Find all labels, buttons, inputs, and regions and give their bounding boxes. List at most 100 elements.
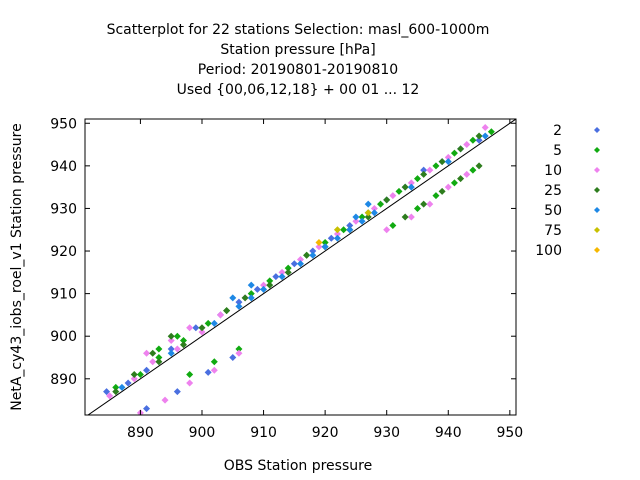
data-point-10-4	[198, 328, 206, 336]
chart-title: Scatterplot for 22 stations Selection: m…	[107, 22, 490, 98]
data-point-10-23	[210, 366, 218, 374]
data-point-75-0	[333, 226, 341, 234]
data-point-75-1	[364, 209, 372, 217]
data-point-5-14	[395, 187, 403, 195]
data-point-50-18	[247, 281, 255, 289]
data-point-5-19	[487, 128, 495, 136]
data-point-2-8	[272, 273, 280, 281]
data-point-10-22	[186, 379, 194, 387]
x-axis-label: OBS Station pressure	[224, 458, 372, 474]
data-point-50-9	[321, 243, 329, 251]
data-point-2-20	[143, 405, 151, 413]
data-point-10-17	[444, 153, 452, 161]
data-point-5-12	[358, 213, 366, 221]
data-point-10-19	[481, 124, 489, 132]
x-tick-label-0: 890	[127, 425, 154, 441]
data-point-25-23	[475, 162, 483, 170]
y-tick-label-2: 910	[50, 287, 77, 303]
data-point-5-26	[210, 358, 218, 366]
data-point-25-15	[420, 170, 428, 178]
data-point-10-2	[149, 358, 157, 366]
legend-marker-50	[594, 207, 600, 213]
legend-marker-25	[594, 187, 600, 193]
data-point-25-6	[241, 294, 249, 302]
plot-frame	[84, 118, 517, 416]
legend-marker-5	[594, 147, 600, 153]
data-point-5-13	[377, 200, 385, 208]
title-line-2: Station pressure [hPa]	[220, 42, 375, 58]
data-point-25-20	[420, 200, 428, 208]
data-point-2-19	[475, 136, 483, 144]
data-point-25-16	[438, 158, 446, 166]
data-point-2-10	[309, 247, 317, 255]
data-point-25-7	[266, 281, 274, 289]
legend-label-25: 25	[544, 183, 562, 199]
data-point-10-30	[143, 349, 151, 357]
data-point-25-9	[303, 251, 311, 259]
data-point-10-13	[370, 204, 378, 212]
y-tick-label-3: 920	[50, 244, 77, 260]
data-point-2-0	[103, 388, 111, 396]
data-point-50-4	[247, 294, 255, 302]
data-point-5-11	[340, 226, 348, 234]
legend-marker-75	[594, 227, 600, 233]
data-point-2-6	[235, 298, 243, 306]
data-point-25-17	[457, 145, 465, 153]
data-point-5-20	[389, 221, 397, 229]
x-tick-label-2: 910	[250, 425, 277, 441]
data-point-10-24	[235, 349, 243, 357]
data-point-25-18	[475, 132, 483, 140]
data-point-50-13	[370, 209, 378, 217]
data-point-50-20	[364, 200, 372, 208]
data-point-25-14	[401, 183, 409, 191]
data-point-10-28	[444, 183, 452, 191]
data-point-2-12	[346, 221, 354, 229]
data-point-50-5	[260, 285, 268, 293]
data-point-50-10	[333, 234, 341, 242]
data-point-25-24	[149, 349, 157, 357]
data-point-2-4	[192, 324, 200, 332]
x-tick-label-3: 920	[312, 425, 339, 441]
legend-label-5: 5	[553, 143, 562, 159]
data-point-50-15	[444, 158, 452, 166]
data-point-25-4	[198, 324, 206, 332]
data-point-5-22	[432, 192, 440, 200]
data-point-5-23	[450, 179, 458, 187]
title-line-1: Scatterplot for 22 stations Selection: m…	[107, 22, 490, 38]
data-point-5-25	[186, 371, 194, 379]
data-point-25-19	[401, 213, 409, 221]
legend-marker-2	[594, 127, 600, 133]
data-point-25-13	[383, 196, 391, 204]
data-point-25-0	[112, 388, 120, 396]
x-tick-label-5: 940	[435, 425, 462, 441]
data-point-5-24	[469, 166, 477, 174]
data-point-10-8	[278, 268, 286, 276]
data-point-5-21	[413, 204, 421, 212]
data-point-10-25	[383, 226, 391, 234]
y-tick-label-4: 930	[50, 201, 77, 217]
data-point-10-12	[352, 217, 360, 225]
data-point-10-27	[426, 200, 434, 208]
data-point-10-16	[426, 166, 434, 174]
data-point-5-1	[136, 371, 144, 379]
data-point-5-15	[413, 175, 421, 183]
data-point-2-22	[204, 368, 212, 376]
data-point-50-0	[118, 383, 126, 391]
y-tick-label-0: 890	[50, 372, 77, 388]
data-point-5-17	[450, 149, 458, 157]
data-point-5-16	[432, 162, 440, 170]
legend-label-75: 75	[544, 223, 562, 239]
data-point-2-1	[124, 379, 132, 387]
data-point-5-10	[321, 239, 329, 247]
data-point-10-32	[186, 324, 194, 332]
title-line-4: Used {00,06,12,18} + 00 01 ... 12	[177, 82, 420, 98]
data-point-25-5	[223, 307, 231, 315]
title-line-3: Period: 20190801-20190810	[198, 62, 398, 78]
data-point-5-7	[266, 277, 274, 285]
data-point-2-11	[327, 234, 335, 242]
legend-marker-100	[594, 247, 600, 253]
y-tick-label-1: 900	[50, 329, 77, 345]
data-point-10-15	[407, 179, 415, 187]
diagonal-line	[87, 119, 516, 415]
data-point-10-29	[463, 170, 471, 178]
